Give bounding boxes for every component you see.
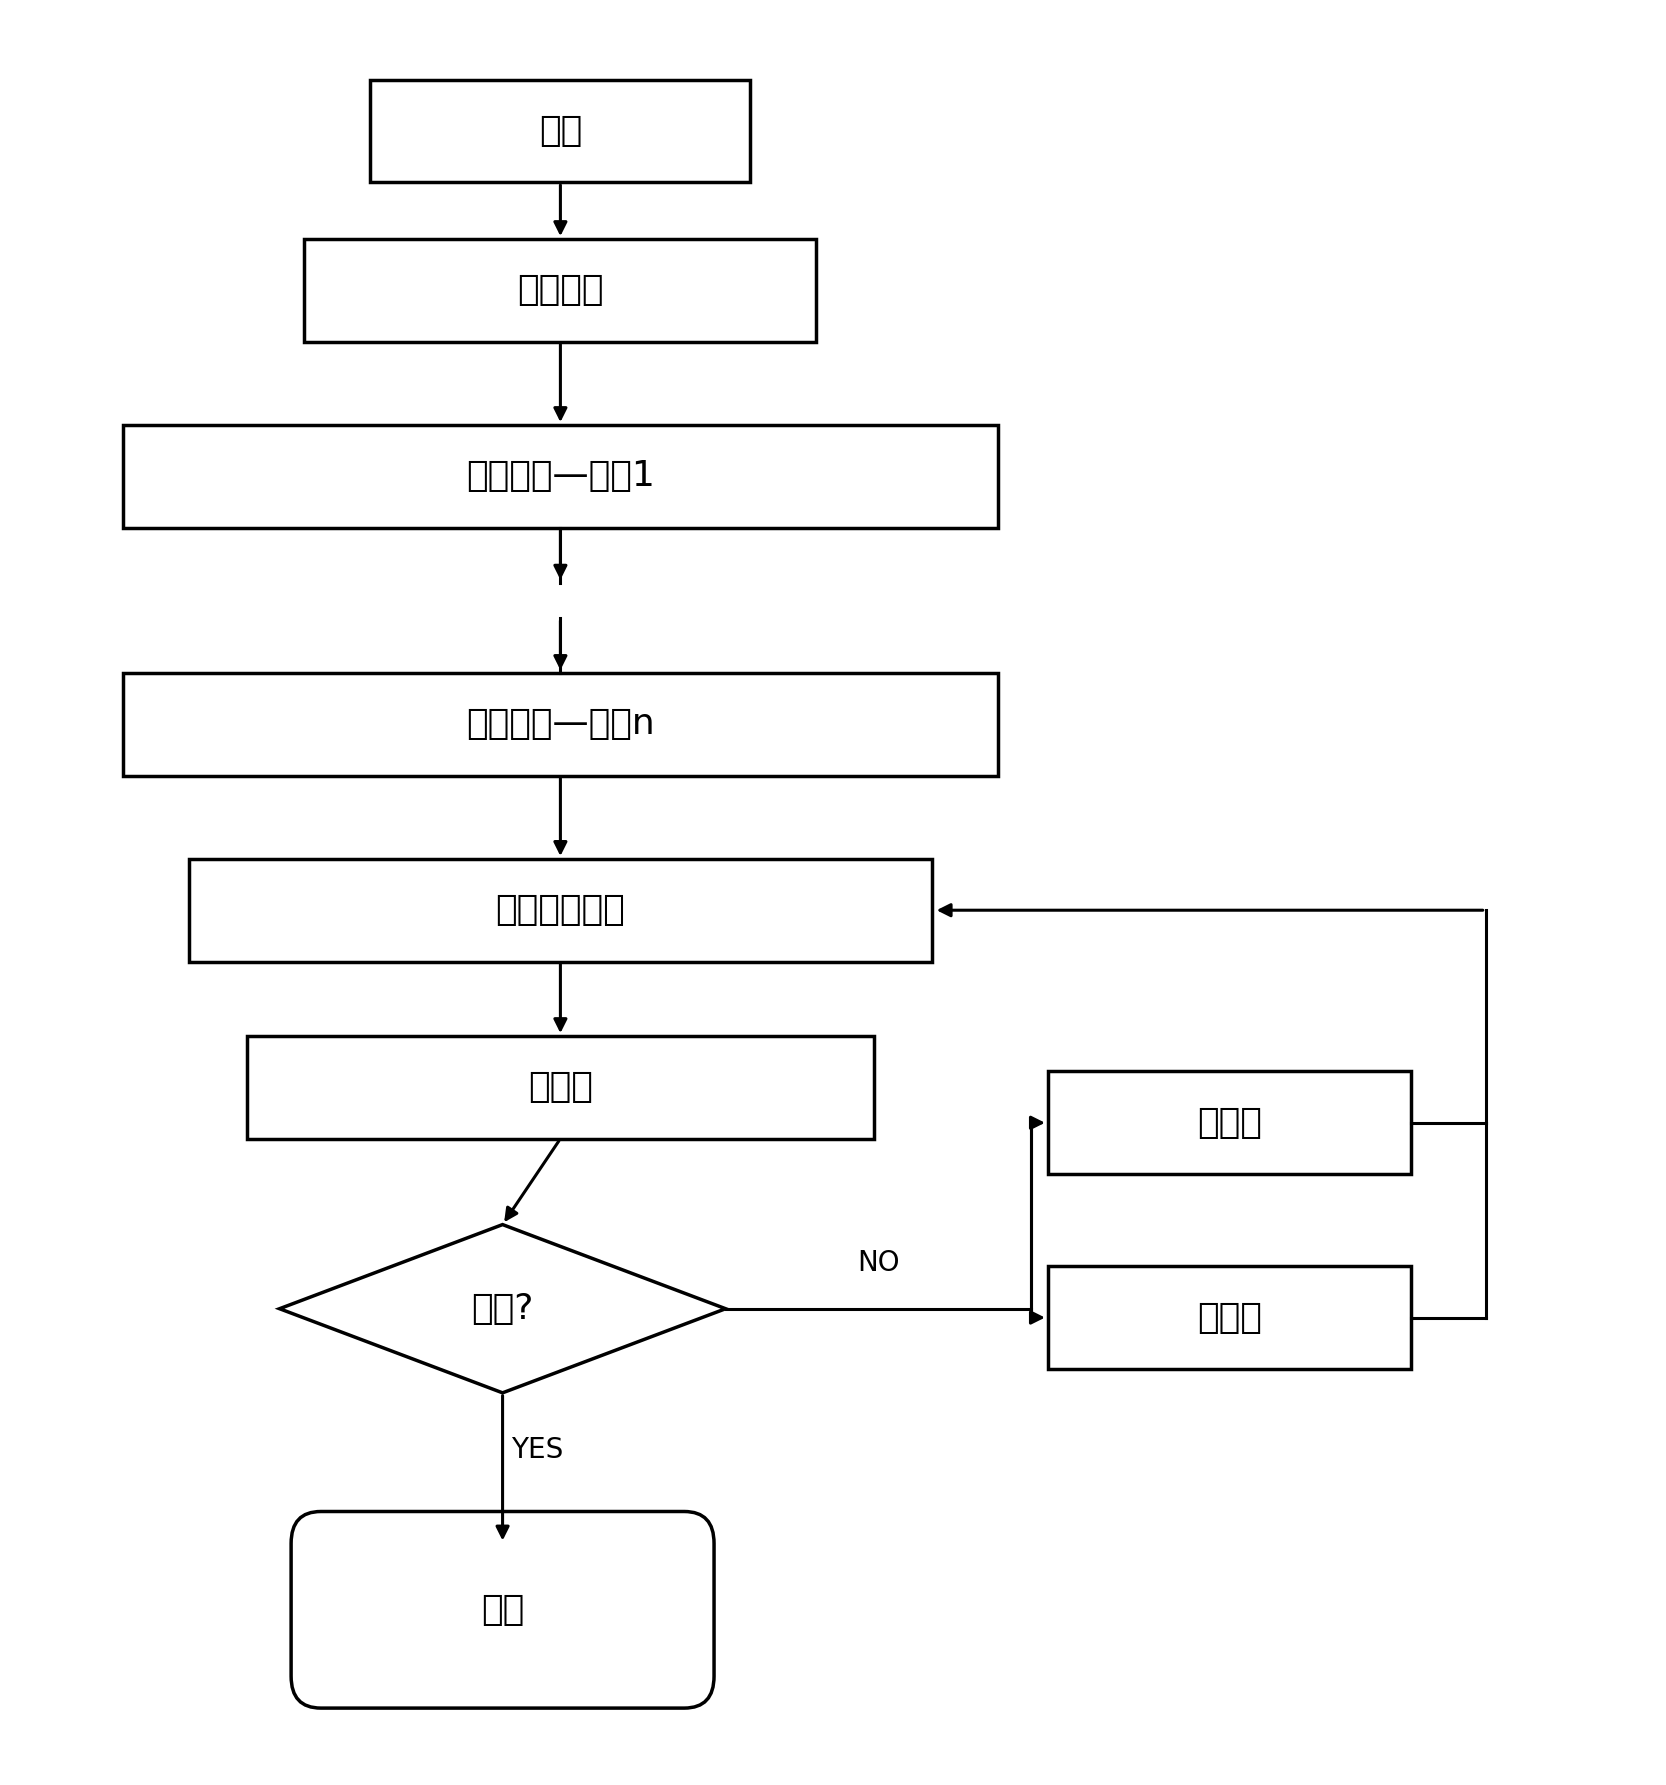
FancyBboxPatch shape: [305, 239, 816, 341]
Text: NO: NO: [858, 1250, 900, 1276]
FancyBboxPatch shape: [1048, 1071, 1411, 1175]
Text: 图案录入—图素n: 图案录入—图素n: [466, 707, 655, 741]
FancyBboxPatch shape: [188, 859, 931, 962]
Text: 图案录入—图素1: 图案录入—图素1: [466, 459, 655, 493]
FancyBboxPatch shape: [370, 80, 750, 182]
FancyBboxPatch shape: [1048, 1266, 1411, 1369]
FancyBboxPatch shape: [292, 1512, 715, 1708]
Text: 回零: 回零: [538, 114, 581, 148]
Text: 试运行: 试运行: [528, 1071, 593, 1105]
Polygon shape: [280, 1225, 726, 1392]
FancyBboxPatch shape: [247, 1035, 875, 1139]
FancyBboxPatch shape: [123, 673, 998, 776]
Text: 结束: 结束: [481, 1592, 525, 1626]
Text: 段编辑: 段编辑: [1198, 1105, 1261, 1141]
Text: 满意?: 满意?: [471, 1292, 533, 1326]
Text: YES: YES: [511, 1437, 563, 1464]
Text: 原点设定: 原点设定: [516, 273, 603, 307]
Text: 点编辑: 点编辑: [1198, 1301, 1261, 1335]
FancyBboxPatch shape: [123, 425, 998, 528]
Text: 图案生成显示: 图案生成显示: [495, 892, 625, 926]
